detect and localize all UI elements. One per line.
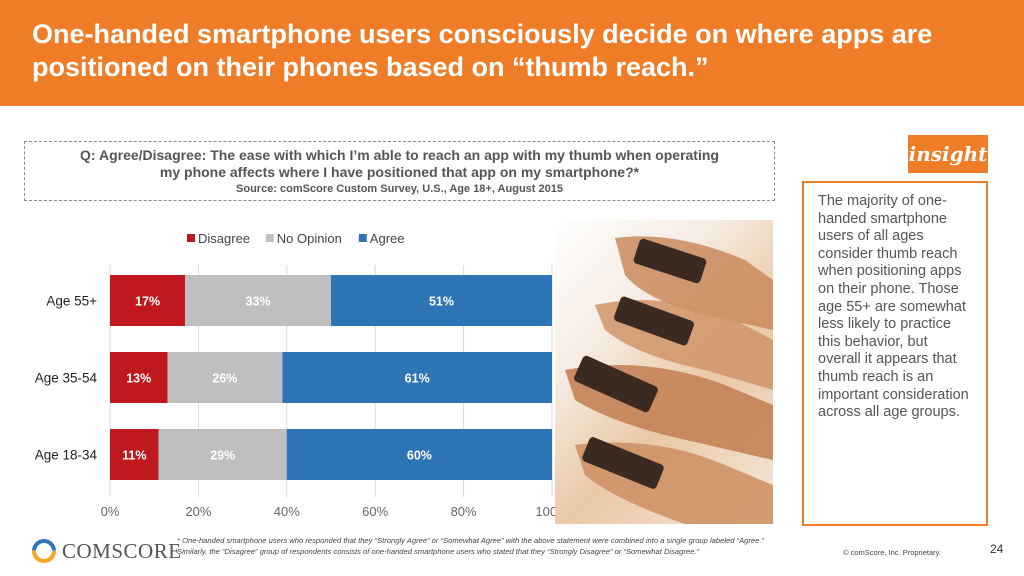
legend-label: No Opinion	[277, 231, 342, 246]
footnote-line-1: * One-handed smartphone users who respon…	[177, 536, 765, 545]
bar-segment	[167, 352, 283, 403]
legend-label: Disagree	[198, 231, 250, 246]
bar-segment	[286, 429, 552, 480]
legend-label: Agree	[370, 231, 405, 246]
x-tick-label: 0%	[101, 504, 120, 519]
data-label: 60%	[407, 449, 432, 463]
x-tick-label: 100%	[535, 504, 560, 519]
x-tick-label: 40%	[274, 504, 300, 519]
insight-tag: insight	[908, 135, 988, 173]
x-tick-label: 20%	[185, 504, 211, 519]
bar-segment	[282, 352, 552, 403]
comscore-logo-text: COMSCORE	[62, 538, 182, 563]
bar-segment	[110, 275, 186, 326]
comscore-logo: COMSCORE	[32, 538, 182, 564]
bar-segment	[185, 275, 331, 326]
hands-holding-phones-photo	[555, 220, 773, 524]
copyright-text: © comScore, Inc. Proprietary.	[843, 548, 941, 557]
footnote: * One-handed smartphone users who respon…	[177, 535, 817, 557]
bar-segment	[331, 275, 552, 326]
bar-segment	[158, 429, 287, 480]
slide-title: One-handed smartphone users consciously …	[32, 19, 933, 82]
bar-segment	[110, 352, 168, 403]
data-label: 11%	[122, 449, 146, 463]
bar-segment	[110, 429, 159, 480]
x-tick-label: 60%	[362, 504, 388, 519]
x-tick-label: 80%	[451, 504, 477, 519]
data-label: 33%	[246, 295, 271, 309]
question-text: Q: Agree/Disagree: The ease with which I…	[80, 147, 719, 180]
data-label: 13%	[126, 372, 151, 386]
question-box: Q: Agree/Disagree: The ease with which I…	[24, 141, 775, 201]
data-label: 29%	[210, 449, 235, 463]
legend-swatch	[187, 234, 195, 242]
stacked-bar-chart: 0% 20% 40% 60% 80% 100% Disagree No Opinion Agre…	[35, 231, 560, 519]
data-label: 17%	[135, 295, 160, 309]
header-banner: One-handed smartphone users consciously …	[0, 0, 1024, 106]
footnote-line-2: Similarly, the “Disagree” group of respo…	[177, 547, 699, 556]
hand-3	[565, 355, 773, 460]
category-label: Age 18-34	[35, 448, 98, 463]
data-label: 61%	[405, 372, 430, 386]
insight-box: The majority of one-handed smartphone us…	[802, 181, 988, 526]
phones-illustration	[565, 236, 773, 524]
comscore-logo-icon	[32, 539, 56, 563]
question-source: Source: comScore Custom Survey, U.S., Ag…	[236, 183, 563, 195]
hand-4	[575, 437, 773, 524]
legend-swatch	[265, 234, 274, 242]
hand-2	[595, 296, 773, 390]
category-label: Age 35-54	[35, 371, 98, 386]
data-label: 26%	[212, 372, 237, 386]
category-label: Age 55+	[46, 294, 97, 309]
legend-swatch	[358, 234, 367, 242]
data-label: 51%	[429, 295, 454, 309]
insight-text: The majority of one-handed smartphone us…	[818, 193, 969, 421]
hand-1	[615, 236, 773, 330]
page-number: 24	[990, 542, 1004, 556]
